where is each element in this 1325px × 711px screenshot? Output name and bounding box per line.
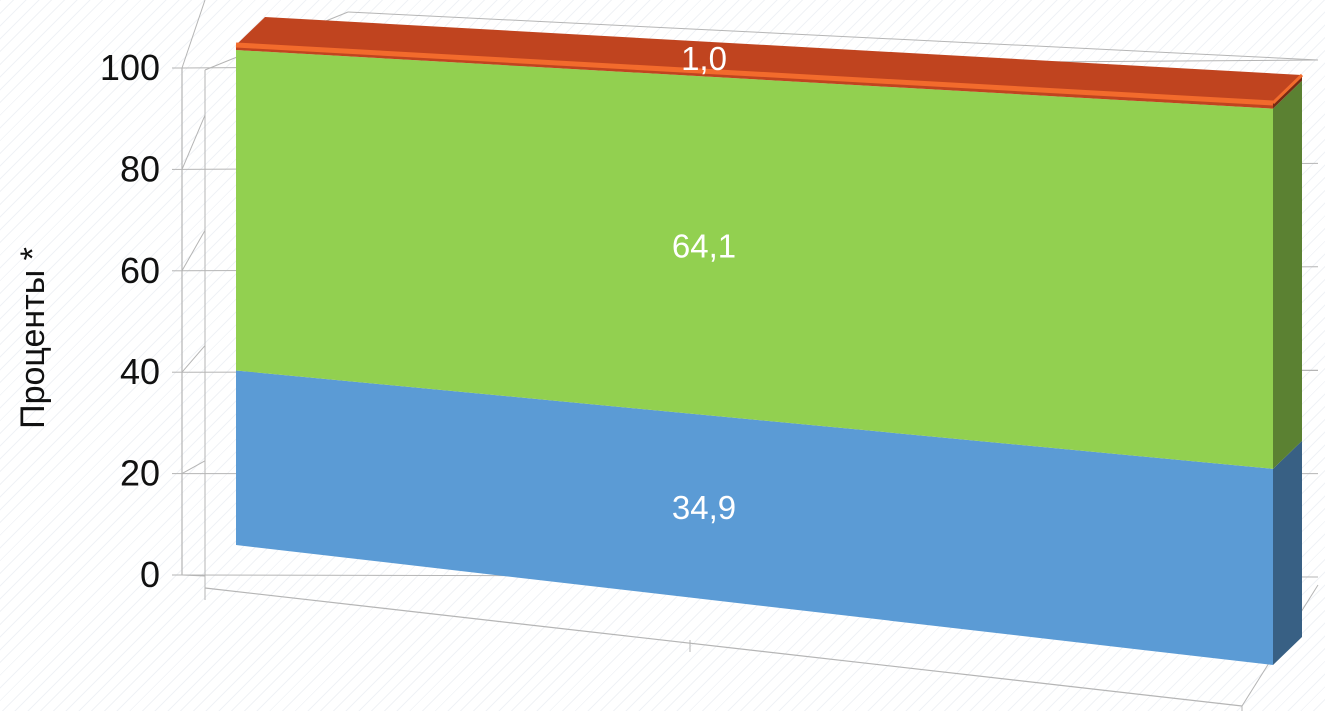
bar-segment-3-top	[236, 17, 1302, 103]
x-axis-line	[204, 587, 1243, 707]
bar-segment-2-side	[1273, 80, 1302, 469]
side-gridline	[181, 115, 206, 170]
y-tick-label: 20	[120, 453, 160, 494]
bar-top-edge	[1271, 73, 1304, 105]
y-axis-title: Проценты *	[14, 247, 52, 429]
data-label-2: 64,1	[672, 228, 736, 265]
side-gridline	[181, 460, 206, 475]
bar-segment-2	[236, 50, 1273, 469]
top-back-edge	[347, 11, 1319, 61]
y-axis-ticks: 0 20 40 60 80 100	[100, 47, 182, 595]
side-gridline	[181, 230, 206, 272]
data-labels: 34,9 64,1 1,0	[672, 40, 736, 526]
bar-segment-1	[236, 370, 1273, 665]
y-tick-label: 0	[140, 554, 160, 595]
y-tick-label: 80	[120, 148, 160, 189]
y-tick-label: 100	[100, 47, 160, 88]
bar-segment-1-side	[1273, 440, 1302, 665]
data-label-1: 34,9	[672, 489, 736, 526]
bar-top-edge	[235, 42, 1274, 106]
y-tick-label: 40	[120, 351, 160, 392]
side-gridline	[181, 0, 206, 69]
y-tick-label: 60	[120, 250, 160, 291]
data-label-3: 1,0	[681, 40, 727, 77]
side-gridline	[181, 345, 206, 373]
side-gridline	[181, 574, 206, 577]
bar-stack	[235, 17, 1304, 665]
